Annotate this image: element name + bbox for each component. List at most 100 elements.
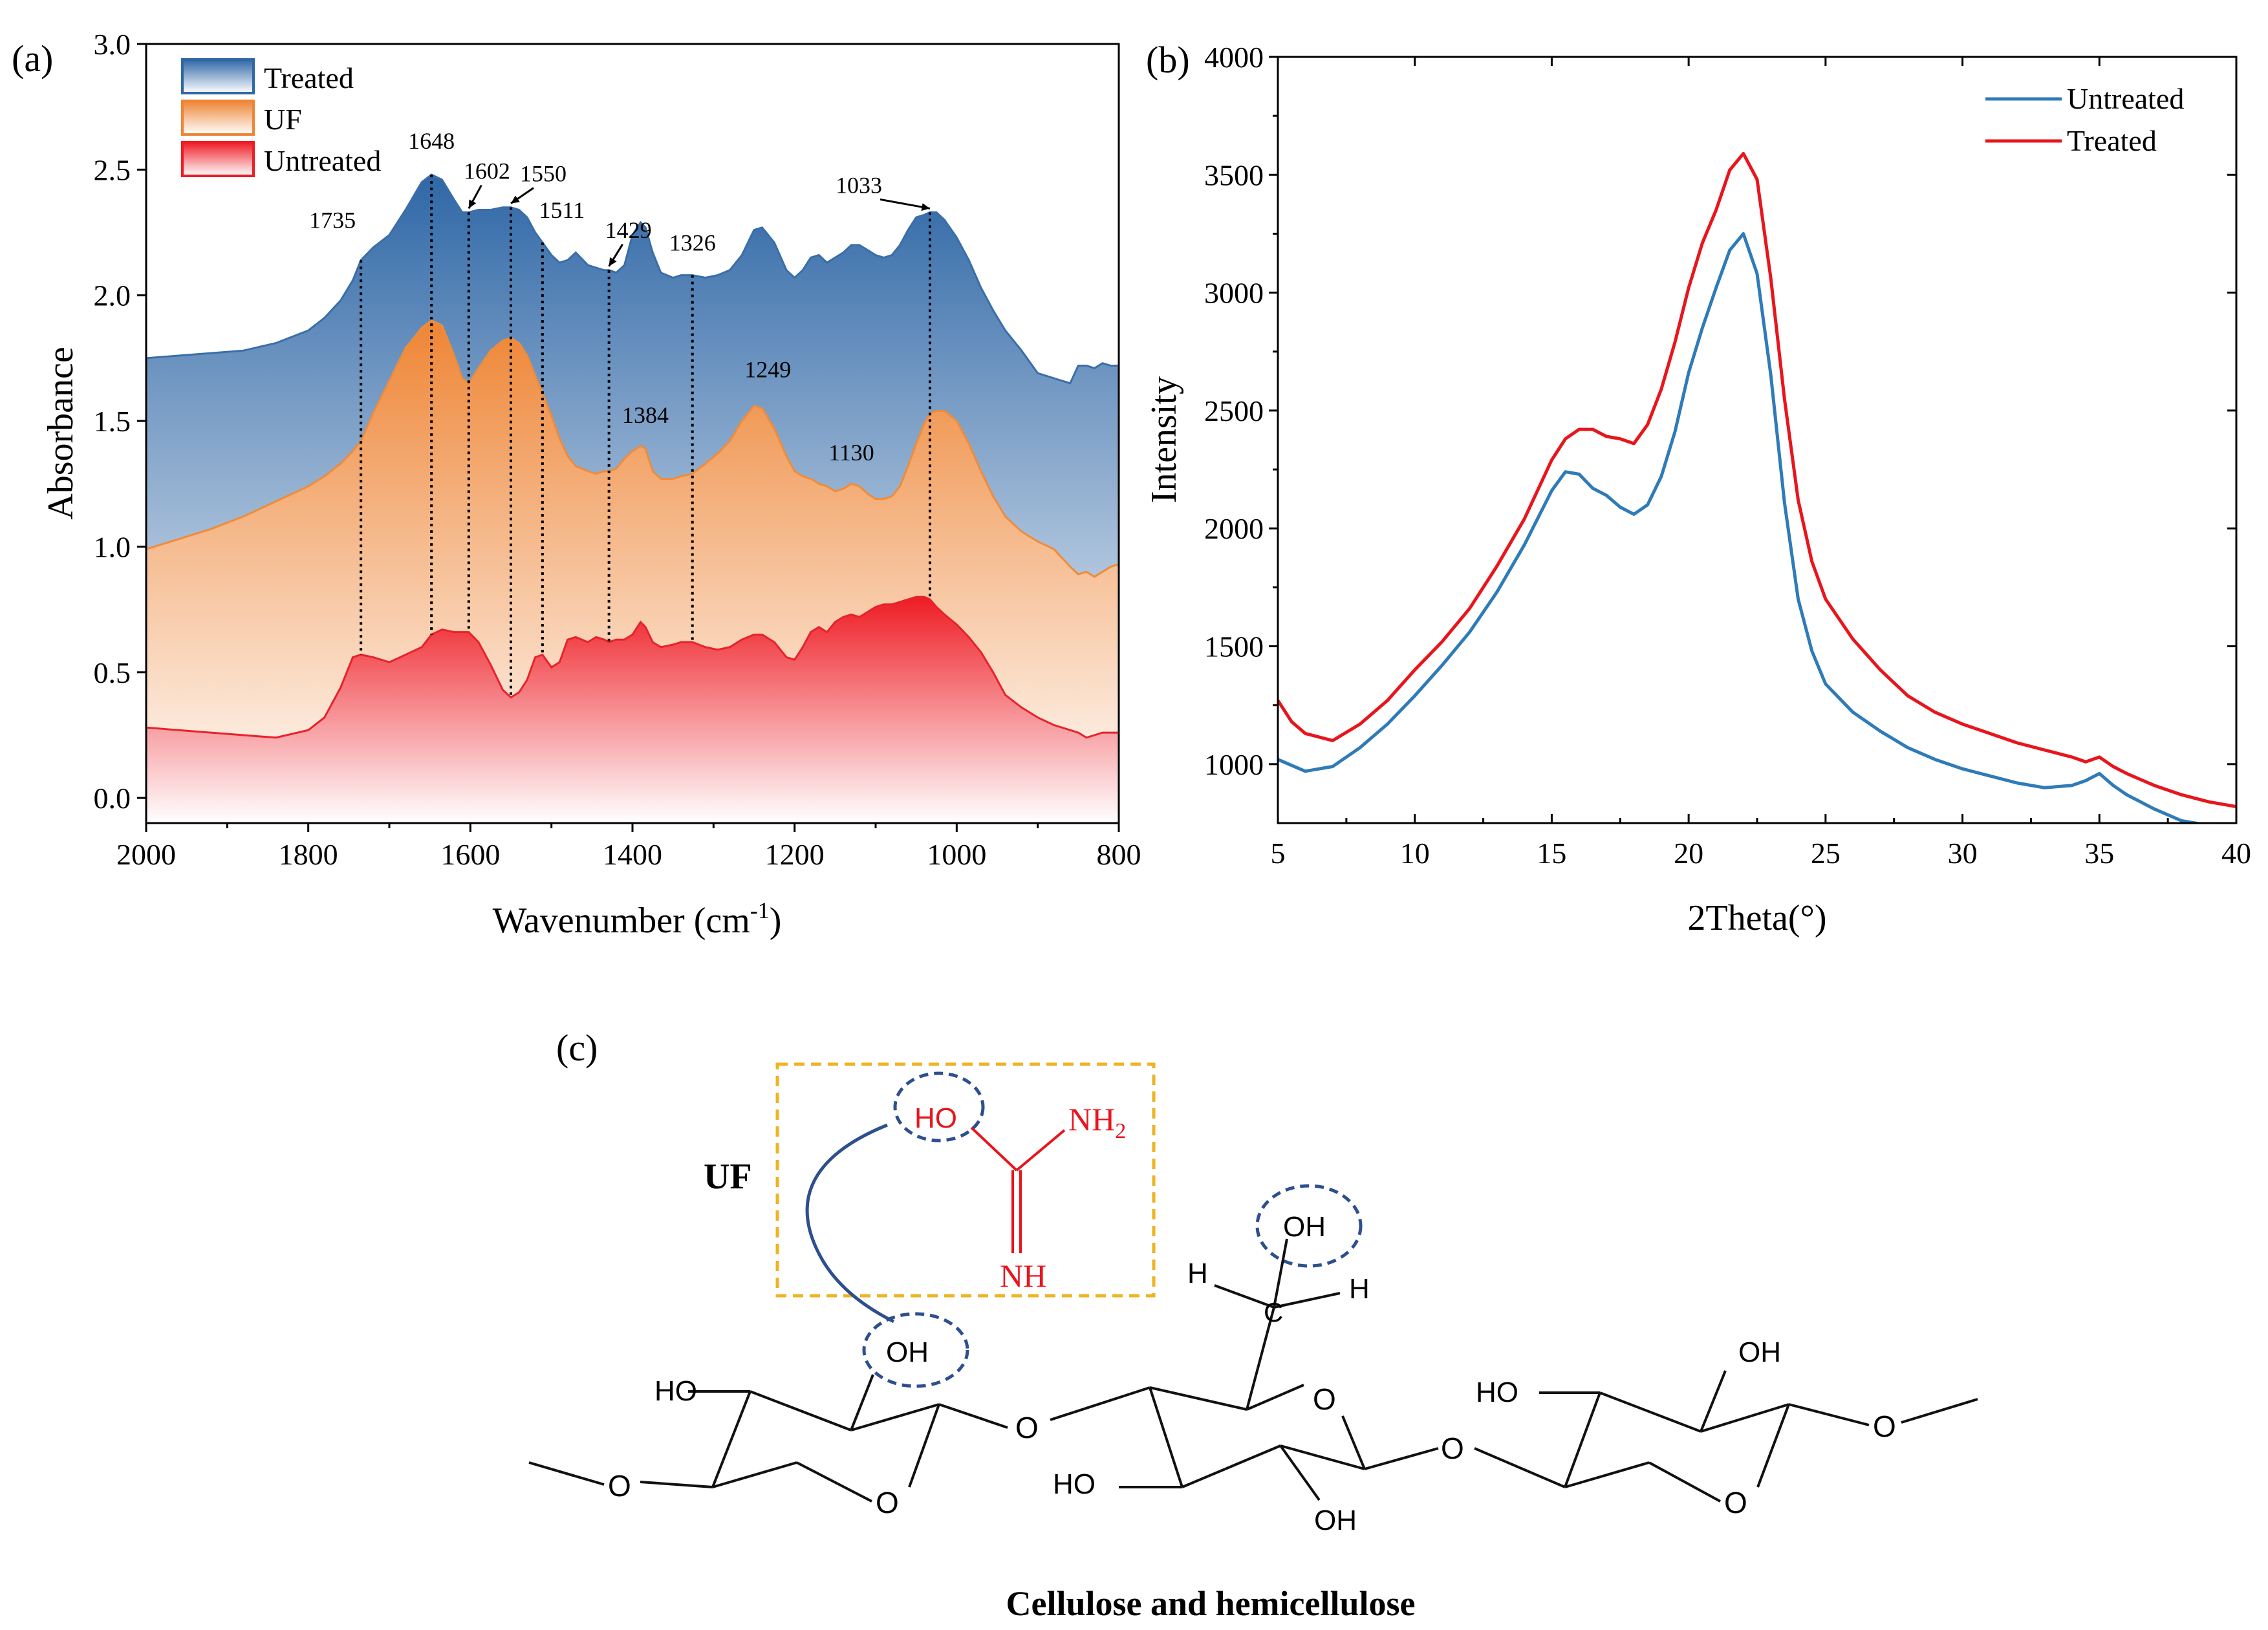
peak-label-1326: 1326: [669, 230, 716, 256]
panel-b-plot-frame: [1277, 56, 2238, 824]
x-tick-label-a: 1200: [765, 838, 825, 871]
x-tick-label-b: 20: [1674, 837, 1703, 870]
y-tick-label-a: 3.0: [94, 28, 131, 61]
y-tick-label-b: 4000: [1204, 41, 1264, 74]
x-tick-label-b: 15: [1537, 837, 1566, 870]
uf-molecule: [970, 1126, 1066, 1253]
panel-a-annotations: 1735 1648 1602 1550 1511 1429 1326 1033 1384 1249…: [309, 128, 931, 466]
ho-mid-label: HO: [1053, 1468, 1096, 1500]
oh-ring-label: OH: [886, 1336, 929, 1368]
o-bridge-2: O: [1441, 1432, 1464, 1465]
peak-label-1511: 1511: [539, 197, 585, 223]
y-tick-label-a: 0.0: [94, 782, 131, 815]
peak-label-1735: 1735: [309, 207, 356, 233]
o-ring-2: O: [1313, 1382, 1336, 1416]
panel-c-caption: Cellulose and hemicellulose: [1006, 1584, 1416, 1623]
panel-b-legend: Untreated Treated: [1985, 82, 2184, 157]
x-tick-label-b: 25: [1811, 837, 1841, 870]
x-tick-label-a: 2000: [116, 838, 176, 871]
y-tick-label-b: 3000: [1204, 277, 1264, 310]
ho-left-label: HO: [654, 1375, 697, 1407]
legend-label-untreated-b: Untreated: [2067, 82, 2184, 115]
o-ring-1: O: [876, 1486, 899, 1519]
h-right-label: H: [1349, 1273, 1370, 1305]
uf-dashed-box: [775, 1062, 1156, 1298]
panel-a-guide-lines: [360, 175, 931, 698]
h-left-label: H: [1187, 1258, 1208, 1289]
peak-label-1033: 1033: [836, 172, 882, 198]
o-bridge-1: O: [1015, 1411, 1039, 1444]
x-tick-label-b: 30: [1948, 837, 1978, 870]
uf-ho-label: HO: [914, 1102, 957, 1134]
legend-swatch-uf: [181, 100, 255, 136]
y-tick-label-a: 0.5: [94, 656, 131, 689]
panel-a-label: (a): [12, 38, 53, 80]
peak-label-1429: 1429: [605, 217, 652, 243]
oh-top-label: OH: [1283, 1211, 1326, 1243]
panel-b-axes: 5 10 15 20 25 30 35 40 1000 1500 2000 2500 3000 3500 4…: [1204, 41, 2251, 870]
legend-label-untreated: Untreated: [264, 144, 381, 177]
oh-right-top-label: OH: [1738, 1336, 1781, 1368]
x-tick-label-a: 800: [1097, 838, 1141, 871]
legend-swatch-treated: [181, 58, 255, 94]
panel-a-axes: 2000 1800 1600 1400 1200 1000 800 0.0 0.5 1.0 1.5 2…: [94, 28, 1141, 871]
panel-a-y-axis-title: Absorbance: [41, 347, 81, 519]
legend-label-treated-b: Treated: [2067, 124, 2157, 157]
x-tick-label-a: 1000: [927, 838, 986, 871]
x-tick-label-b: 35: [2084, 837, 2114, 870]
y-tick-label-a: 1.5: [94, 405, 131, 438]
ho-right-label: HO: [1476, 1377, 1518, 1408]
panel-b-x-axis-title: 2Theta(°): [1687, 898, 1826, 938]
series-line-uf: [146, 319, 1119, 578]
xrd-line-untreated: [1278, 232, 2205, 823]
legend-swatch-untreated: [181, 141, 255, 177]
panel-a-ftir-chart: (a) 2000 1800 1600 1400 1200 1000 800 0.0 0.5 1.0…: [12, 28, 1141, 941]
x-tick-label-a: 1800: [279, 838, 338, 871]
peak-arrow-1033: [880, 198, 931, 209]
peak-arrowhead-1602: [468, 199, 477, 209]
y-tick-label-b: 1500: [1204, 630, 1264, 663]
y-tick-label-a: 2.0: [94, 279, 131, 312]
peak-label-1550: 1550: [520, 161, 567, 187]
y-tick-label-a: 1.0: [94, 530, 131, 563]
xrd-line-treated: [1278, 152, 2236, 808]
legend-label-uf: UF: [264, 103, 302, 136]
o-left-end: O: [608, 1469, 631, 1503]
c-label: C: [1264, 1297, 1283, 1327]
panel-b-y-axis-title: Intensity: [1144, 376, 1184, 503]
oh-mid-bottom-label: OH: [1314, 1505, 1357, 1536]
panel-a-series-group: [146, 173, 1119, 823]
panel-a-x-axis-title: Wavenumber (cm-1): [493, 897, 782, 941]
oh-circle-uf: [893, 1071, 985, 1142]
series-line-treated: [146, 173, 1119, 385]
y-tick-label-a: 2.5: [94, 153, 131, 186]
y-tick-label-b: 2000: [1204, 512, 1264, 545]
peak-label-1249: 1249: [744, 357, 791, 383]
uf-label: UF: [704, 1157, 752, 1197]
y-tick-label-b: 3500: [1204, 158, 1264, 191]
y-tick-label-b: 2500: [1204, 394, 1264, 427]
panel-b-label: (b): [1146, 39, 1190, 81]
x-tick-label-b: 10: [1400, 837, 1430, 870]
panel-c-structure-diagram: (c) UF HO NH2 NH: [528, 1027, 1978, 1623]
x-tick-label-a: 1400: [603, 838, 662, 871]
cellulose-chain-bonds: [528, 1238, 1978, 1503]
panel-b-series-group: [1278, 152, 2236, 823]
series-line-untreated: [146, 595, 1119, 739]
area-fill-untreated: [146, 597, 1119, 823]
oh-circle-top: [1255, 1184, 1363, 1268]
panel-a-legend: Treated UF Untreated: [181, 58, 381, 177]
peak-label-1648: 1648: [408, 128, 455, 154]
hydrogen-bond-curve: [805, 1123, 895, 1324]
peak-label-1602: 1602: [464, 158, 510, 184]
x-tick-label-a: 1600: [440, 838, 500, 871]
panel-c-label: (c): [556, 1027, 598, 1069]
peak-arrowhead-1033: [921, 203, 930, 211]
uf-nh-label: NH: [1000, 1258, 1046, 1294]
oh-circle-ring: [862, 1312, 969, 1388]
legend-label-treated: Treated: [264, 61, 354, 94]
peak-label-1130: 1130: [828, 440, 874, 466]
x-tick-label-b: 5: [1271, 837, 1286, 870]
o-right-end: O: [1873, 1410, 1896, 1443]
